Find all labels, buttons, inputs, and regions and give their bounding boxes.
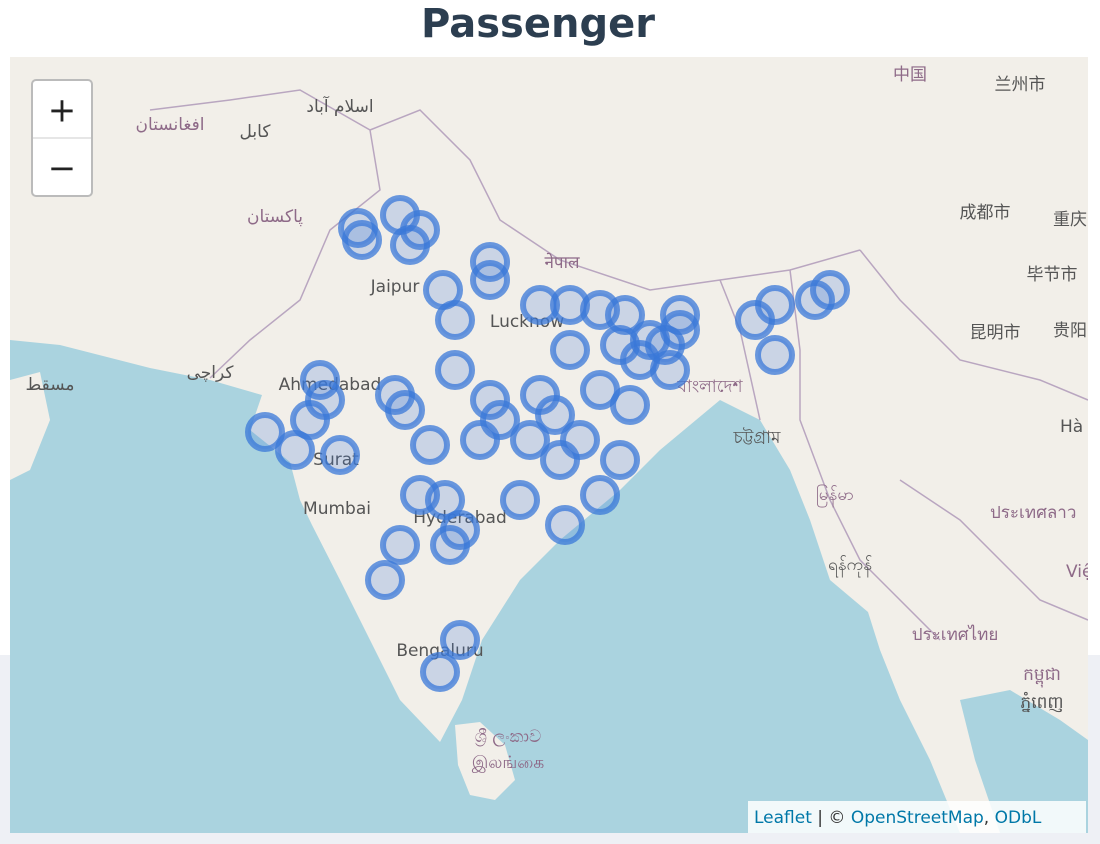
map-label: 毕节市 [1027, 265, 1078, 285]
marker[interactable] [470, 380, 510, 420]
map-label: 成都市 [960, 203, 1011, 223]
marker[interactable] [605, 295, 645, 335]
attribution: Leaflet | © OpenStreetMap, ODbL [748, 801, 1086, 833]
marker[interactable] [380, 525, 420, 565]
map-label: नेपाल [544, 252, 579, 273]
marker[interactable] [510, 420, 550, 460]
attribution-text: Leaflet | © OpenStreetMap, ODbL [754, 808, 1042, 828]
map-label: افغانستان [136, 115, 205, 135]
marker[interactable] [435, 300, 475, 340]
map-label: Việt Nam [1066, 562, 1100, 582]
marker[interactable] [545, 505, 585, 545]
borders [149, 89, 1088, 641]
map-label: اسلام آباد [306, 95, 373, 117]
zoom-out[interactable]: − [48, 149, 77, 189]
map-label: مسقط [25, 375, 74, 395]
map-label: پاکستان [247, 207, 303, 227]
marker[interactable] [420, 652, 460, 692]
attribution-bg [748, 801, 1086, 833]
marker[interactable] [470, 260, 510, 300]
marker[interactable] [610, 385, 650, 425]
map[interactable]: 中国 兰州市 افغانستان کابل اسلام آباد پاکستان… [10, 57, 1100, 833]
map-label: চট্টগ্রাম [733, 427, 782, 448]
separator: | © [817, 808, 845, 828]
marker[interactable] [365, 560, 405, 600]
map-label: ភ្នំពេញ [1020, 691, 1063, 713]
map-label: 兰州市 [995, 75, 1046, 95]
marker[interactable] [435, 350, 475, 390]
marker[interactable] [460, 420, 500, 460]
map-label: កម្ពុជា [1023, 665, 1061, 688]
map-label: ရန်ကုန် [828, 555, 872, 578]
license-link[interactable]: ODbL [995, 808, 1042, 828]
zoom-in[interactable]: + [48, 91, 77, 131]
map-label: இலங்கை [472, 753, 545, 773]
leaflet-link[interactable]: Leaflet [754, 808, 812, 828]
map-label: 重庆 [1053, 210, 1087, 230]
marker[interactable] [440, 620, 480, 660]
marker[interactable] [660, 310, 700, 350]
sea [10, 340, 960, 833]
map-label: 中国 [893, 65, 927, 85]
title: Passenger [421, 1, 655, 47]
marker[interactable] [755, 335, 795, 375]
marker[interactable] [540, 440, 580, 480]
marker[interactable] [550, 330, 590, 370]
arabia [10, 372, 50, 480]
zoom-control: + − [31, 79, 93, 197]
map-label: کراچی [187, 363, 235, 383]
marker[interactable] [275, 430, 315, 470]
map-label: Hà Nội [1060, 417, 1100, 437]
marker[interactable] [520, 285, 560, 325]
marker[interactable] [245, 412, 285, 452]
marker[interactable] [410, 425, 450, 465]
marker[interactable] [500, 480, 540, 520]
marker[interactable] [342, 220, 382, 260]
map-label: ประเทศลาว [990, 503, 1076, 523]
map-label: کابل [240, 122, 272, 142]
marker[interactable] [320, 435, 360, 475]
marker[interactable] [580, 475, 620, 515]
map-label: Jaipur [370, 277, 420, 297]
marker[interactable] [550, 285, 590, 325]
map-labels: 中国 兰州市 افغانستان کابل اسلام آباد پاکستان… [25, 65, 1100, 773]
marker[interactable] [810, 270, 850, 310]
marker[interactable] [535, 395, 575, 435]
marker[interactable] [385, 390, 425, 430]
map-label: မြန်မာ [816, 483, 854, 508]
sri-lanka [455, 722, 515, 800]
map-label: ประเทศไทย [912, 624, 999, 645]
map-label: Mumbai [303, 499, 371, 519]
osm-link[interactable]: OpenStreetMap [851, 808, 984, 828]
marker[interactable] [600, 440, 640, 480]
marker[interactable] [390, 225, 430, 265]
marker[interactable] [430, 525, 470, 565]
map-label: 贵阳 [1053, 321, 1087, 341]
map-label: Lucknow [490, 312, 564, 332]
gulf [960, 690, 1088, 833]
map-label: বাংলাদেশ [676, 377, 743, 397]
map-label: 昆明市 [970, 323, 1021, 343]
marker[interactable] [755, 285, 795, 325]
marker[interactable] [650, 350, 690, 390]
map-label: ශ්‍රී ලංකාව [475, 727, 541, 747]
comma: , [984, 808, 989, 828]
markers [245, 195, 850, 692]
